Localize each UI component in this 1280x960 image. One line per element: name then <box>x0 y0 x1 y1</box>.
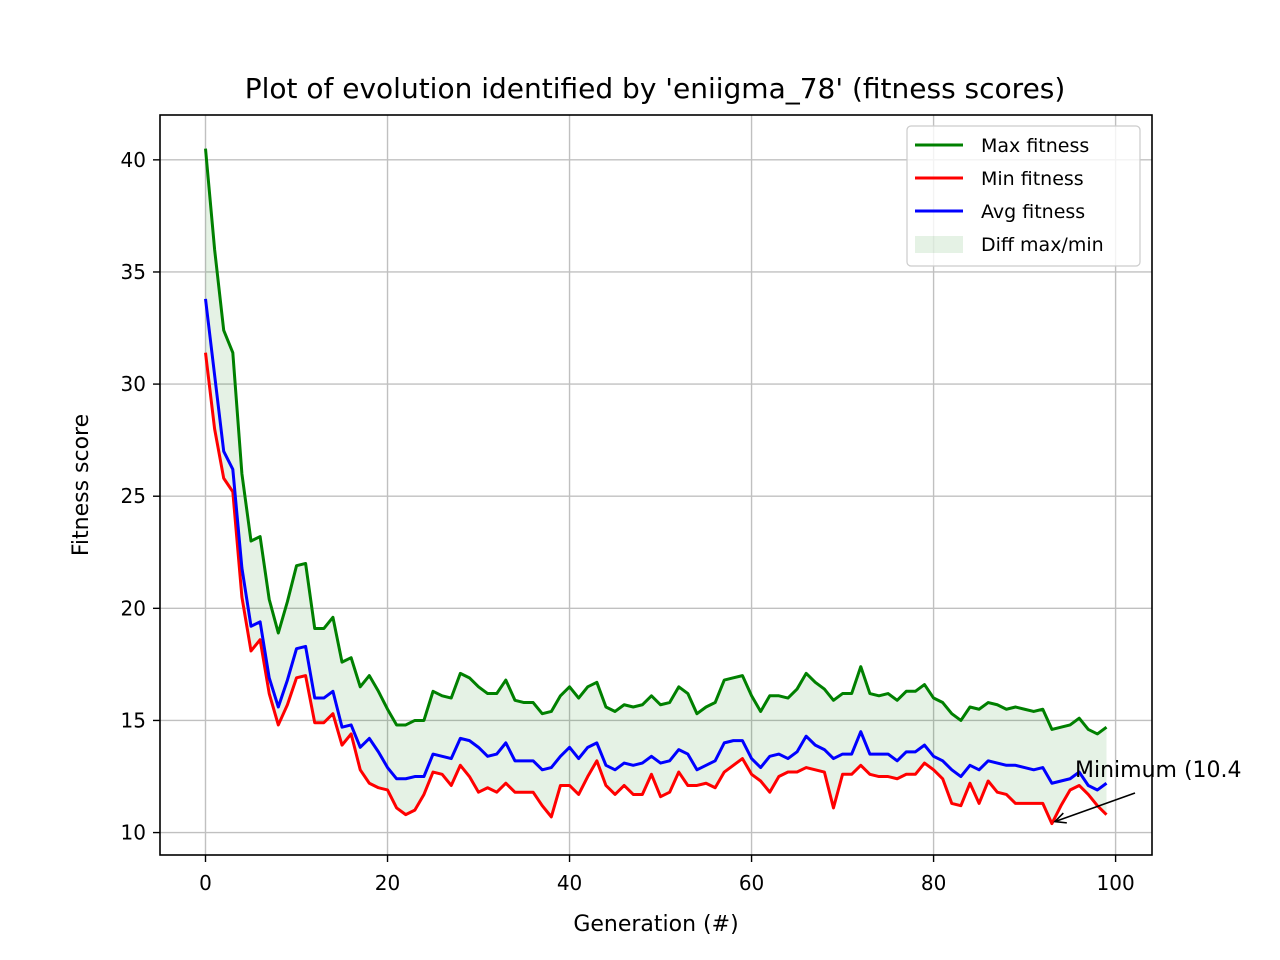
legend-box <box>906 125 1141 267</box>
x-tick-label: 60 <box>739 871 764 895</box>
annotation-text: Minimum (10.4 <box>1075 758 1242 783</box>
x-tick-label: 80 <box>921 871 946 895</box>
min-fitness-line <box>204 352 1108 826</box>
y-axis-label: Fitness score <box>69 414 94 556</box>
x-tick-label: 20 <box>375 871 400 895</box>
y-tick-label: 30 <box>121 372 146 396</box>
series-lines <box>204 148 1108 826</box>
annotation-arrow <box>1054 792 1136 823</box>
y-tick-label: 25 <box>121 484 146 508</box>
x-tick-label: 40 <box>557 871 582 895</box>
legend: Max fitness Min fitness Avg fitness Diff ma… <box>906 125 1141 267</box>
avg-fitness-line <box>204 298 1108 792</box>
y-tick-label: 35 <box>121 260 146 284</box>
max-fitness-line <box>204 148 1108 736</box>
y-tick-label: 20 <box>121 596 146 620</box>
minimum-annotation: Minimum (10.4 <box>1053 758 1242 824</box>
plot-frame <box>159 114 1153 856</box>
legend-swatch <box>915 236 963 253</box>
y-tick-label: 10 <box>121 821 146 845</box>
annotation-arrowhead <box>1053 812 1067 824</box>
diff-max-min-area <box>205 148 1107 824</box>
legend-label: Avg fitness <box>981 201 1085 223</box>
x-axis-label: Generation (#) <box>573 912 738 937</box>
legend-label: Max fitness <box>981 135 1089 157</box>
x-tick-label: 100 <box>1097 871 1135 895</box>
y-tick-label: 15 <box>121 708 146 732</box>
legend-label: Min fitness <box>981 168 1084 190</box>
axis-ticks: 0 20 40 60 80 100 10 15 20 25 30 35 40 <box>121 148 1135 895</box>
y-tick-label: 40 <box>121 148 146 172</box>
chart-title: Plot of evolution identified by 'eniigma… <box>245 72 1066 105</box>
x-tick-label: 0 <box>199 871 212 895</box>
legend-label: Diff max/min <box>981 234 1104 256</box>
